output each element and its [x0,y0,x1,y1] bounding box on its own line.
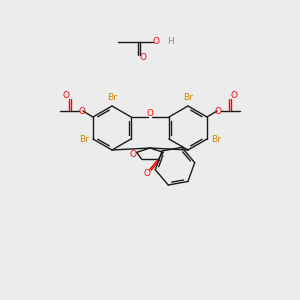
Text: O: O [146,109,154,118]
Text: O: O [78,106,85,116]
Text: O: O [152,37,160,46]
Text: O: O [62,91,69,100]
Text: Br: Br [79,136,89,145]
Text: Br: Br [107,94,117,103]
Text: O: O [214,106,222,116]
Text: O: O [140,53,146,62]
Text: O: O [130,150,137,159]
Text: Br: Br [211,136,221,145]
Text: O: O [143,169,150,178]
Text: H: H [167,38,173,46]
Text: Br: Br [183,94,193,103]
Text: O: O [231,91,238,100]
